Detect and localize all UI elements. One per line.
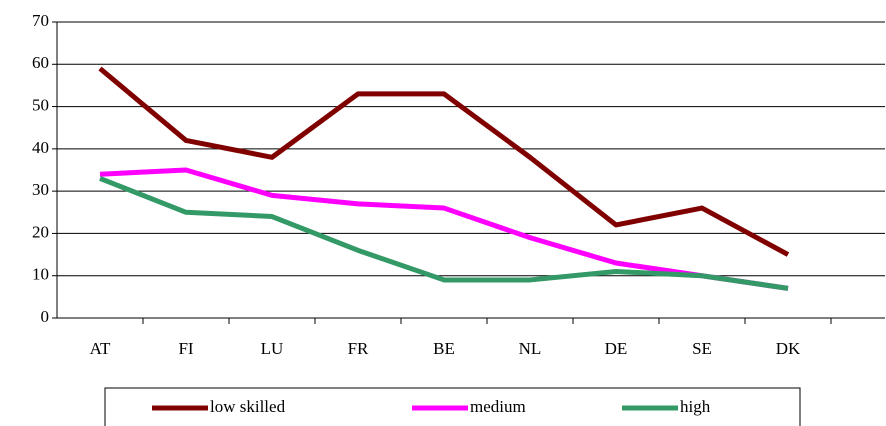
legend-label: high — [680, 397, 711, 416]
series-line — [99, 176, 789, 291]
x-tick-label: FI — [178, 339, 193, 358]
y-tick-label: 70 — [32, 11, 49, 30]
y-tick-label: 40 — [32, 138, 49, 157]
y-tick-label: 0 — [41, 307, 50, 326]
y-tick-label: 30 — [32, 180, 49, 199]
legend-label: low skilled — [210, 397, 286, 416]
x-tick-label: DE — [605, 339, 628, 358]
x-tick-label: SE — [692, 339, 712, 358]
y-tick-label: 20 — [32, 222, 49, 241]
y-tick-label: 50 — [32, 95, 49, 114]
x-tick-label: NL — [519, 339, 542, 358]
y-tick-label: 60 — [32, 53, 49, 72]
x-tick-label: LU — [261, 339, 284, 358]
x-tick-label: AT — [90, 339, 111, 358]
y-tick-label: 10 — [32, 265, 49, 284]
series-line — [99, 167, 789, 291]
x-tick-label: DK — [776, 339, 801, 358]
x-tick-label: BE — [433, 339, 455, 358]
x-tick-label: FR — [348, 339, 369, 358]
legend-label: medium — [470, 397, 526, 416]
series-line — [98, 66, 790, 257]
